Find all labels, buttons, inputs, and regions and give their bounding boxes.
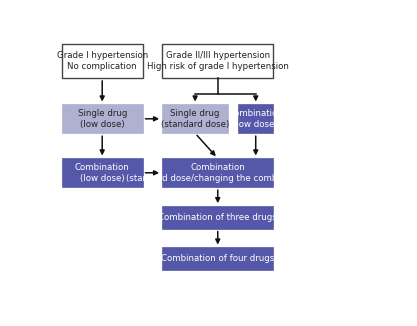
FancyBboxPatch shape — [62, 104, 143, 133]
FancyBboxPatch shape — [62, 44, 143, 78]
Text: Single drug
(standard dose): Single drug (standard dose) — [161, 109, 229, 129]
Text: Grade I hypertension
No complication: Grade I hypertension No complication — [57, 51, 148, 71]
Text: Combination of three drugs: Combination of three drugs — [158, 213, 277, 222]
FancyBboxPatch shape — [162, 158, 274, 187]
Text: Combination of four drugs: Combination of four drugs — [161, 254, 274, 263]
FancyBboxPatch shape — [162, 104, 228, 133]
FancyBboxPatch shape — [162, 206, 274, 229]
FancyBboxPatch shape — [162, 247, 274, 270]
FancyBboxPatch shape — [62, 158, 143, 187]
Text: Combination
(standard dose/changing the combination): Combination (standard dose/changing the … — [126, 163, 310, 183]
FancyBboxPatch shape — [238, 104, 274, 133]
Text: Combination
(low dose): Combination (low dose) — [75, 163, 130, 183]
Text: Combination
(low dose): Combination (low dose) — [229, 109, 283, 129]
Text: Grade II/III hypertension
High risk of grade I hypertension: Grade II/III hypertension High risk of g… — [147, 51, 289, 71]
Text: Single drug
(low dose): Single drug (low dose) — [78, 109, 127, 129]
FancyBboxPatch shape — [162, 44, 274, 78]
